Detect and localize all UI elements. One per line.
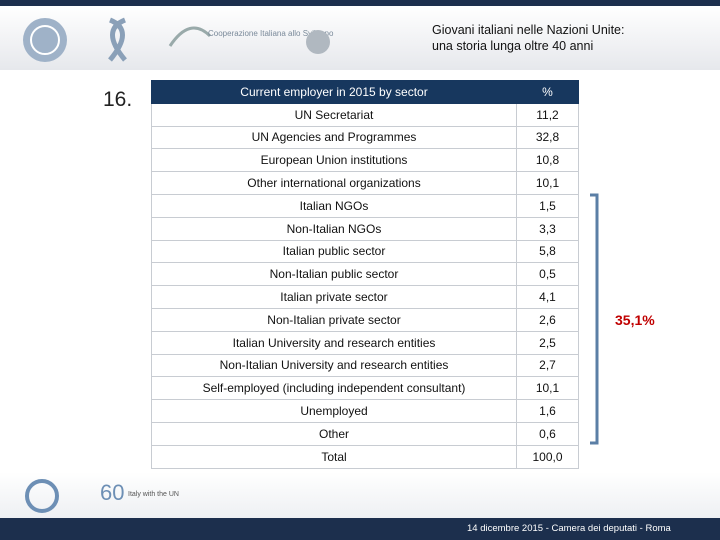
logo-text: Cooperazione Italiana allo Sviluppo xyxy=(208,29,334,38)
table-row: UN Agencies and Programmes 32,8 xyxy=(151,125,579,150)
label-cell: Total xyxy=(151,444,517,469)
table-row: European Union institutions 10,8 xyxy=(151,148,579,173)
label-cell: European Union institutions xyxy=(151,148,517,173)
table-row: UN Secretariat 11,2 xyxy=(151,102,579,127)
label-cell: Other international organizations xyxy=(151,171,517,195)
label-cell: Italian University and research entities xyxy=(151,330,517,355)
title: Giovani italiani nelle Nazioni Unite: una… xyxy=(432,22,624,54)
value-cell: 100,0 xyxy=(516,444,579,469)
label-cell: Self-employed (including independent con… xyxy=(151,376,517,401)
value-cell: 1,5 xyxy=(516,193,579,218)
label-cell: Non-Italian private sector xyxy=(151,307,517,332)
bracket xyxy=(590,193,599,445)
label-cell: Unemployed xyxy=(151,399,517,423)
un-logo xyxy=(30,25,60,55)
header-cell: % xyxy=(516,80,579,104)
table-row: Other 0,6 xyxy=(151,421,579,446)
table-row: Non-Italian public sector 0,5 xyxy=(151,262,579,287)
un-logo xyxy=(23,18,67,62)
logo-60-text: Italy with the UN xyxy=(128,491,179,498)
label-cell: Italian NGOs xyxy=(151,193,517,218)
label-cell: Italian private sector xyxy=(151,285,517,309)
table-row: Italian NGOs 1,5 xyxy=(151,193,579,218)
value-cell: 11,2 xyxy=(516,102,579,127)
footer-text: 14 dicembre 2015 - Camera dei deputati -… xyxy=(467,523,671,534)
label-cell: UN Secretariat xyxy=(151,102,517,127)
title-line: una storia lunga oltre 40 anni xyxy=(432,39,594,53)
value-cell: 0,6 xyxy=(516,421,579,446)
header-row: Current employer in 2015 by sector% xyxy=(151,80,579,104)
footer-strip xyxy=(0,518,720,540)
table: Current employer in 2015 by sector% UN Se… xyxy=(151,80,579,469)
label-cell: Italian public sector xyxy=(151,239,517,264)
table-row: Italian public sector 5,8 xyxy=(151,239,579,264)
label-cell: UN Agencies and Programmes xyxy=(151,125,517,150)
value-cell: 3,3 xyxy=(516,216,579,241)
table-row: Non-Italian University and research enti… xyxy=(151,353,579,378)
footer-logos: 60 Italy with the UN xyxy=(25,479,179,513)
label-cell: Non-Italian NGOs xyxy=(151,216,517,241)
value-cell: 2,7 xyxy=(516,353,579,378)
header-logos: Cooperazione Italiana allo Sviluppo xyxy=(23,17,334,62)
value-cell: 0,5 xyxy=(516,262,579,287)
value-cell: 1,6 xyxy=(516,399,579,423)
table-row: Other international organizations 10,1 xyxy=(151,171,579,195)
logo xyxy=(108,17,127,62)
annotation: 35,1% xyxy=(615,312,655,328)
table-row: Unemployed 1,6 xyxy=(151,399,579,423)
value-cell: 10,1 xyxy=(516,376,579,401)
slide-number: 16. xyxy=(103,88,133,111)
bracket-line xyxy=(590,193,599,445)
value-cell: 4,1 xyxy=(516,285,579,309)
label-cell: Non-Italian public sector xyxy=(151,262,517,287)
value-cell: 32,8 xyxy=(516,125,579,150)
title-line: Giovani italiani nelle Nazioni Unite: xyxy=(432,23,625,37)
table-row: Non-Italian private sector 2,6 xyxy=(151,307,579,332)
value-cell: 5,8 xyxy=(516,239,579,264)
value-cell: 2,5 xyxy=(516,330,579,355)
value-cell: 2,6 xyxy=(516,307,579,332)
table-row: Total 100,0 xyxy=(151,444,579,469)
label-cell: Other xyxy=(151,421,517,446)
logo xyxy=(168,26,212,47)
footer-band xyxy=(0,472,720,518)
top-strip xyxy=(0,0,720,6)
table-row: Italian private sector 4,1 xyxy=(151,285,579,309)
table-row: Non-Italian NGOs 3,3 xyxy=(151,216,579,241)
header-cell: Current employer in 2015 by sector xyxy=(151,80,517,104)
logo-70 xyxy=(25,479,59,513)
logo-60: 60 xyxy=(100,480,124,505)
table-row: Self-employed (including independent con… xyxy=(151,376,579,401)
value-cell: 10,8 xyxy=(516,148,579,173)
emblem xyxy=(306,30,330,54)
value-cell: 10,1 xyxy=(516,171,579,195)
table-row: Italian University and research entities… xyxy=(151,330,579,355)
label-cell: Non-Italian University and research enti… xyxy=(151,353,517,378)
